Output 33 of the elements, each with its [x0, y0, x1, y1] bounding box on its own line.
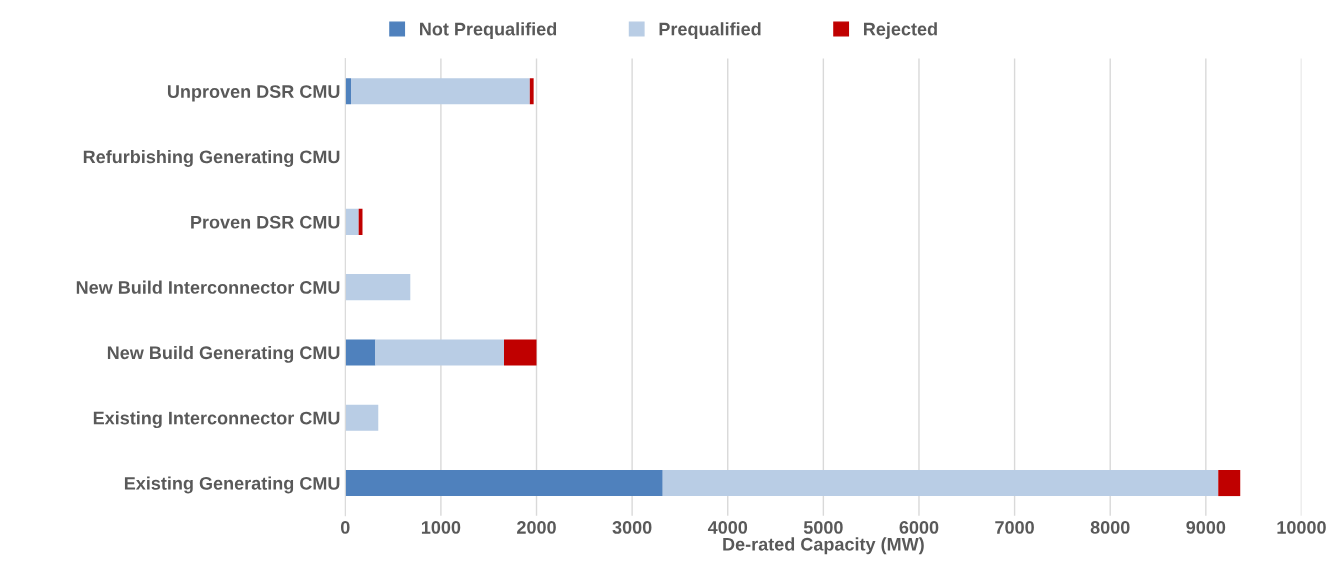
x-tick-label: 0 — [340, 521, 350, 534]
bar — [529, 78, 534, 105]
bar — [1218, 469, 1241, 497]
y-tick-label: Refurbishing Generating CMU — [83, 150, 340, 167]
x-tick-label: 9000 — [1186, 521, 1226, 534]
x-tick-label: 10000 — [1277, 521, 1326, 534]
bar — [345, 274, 411, 301]
x-tick-label: 2000 — [517, 521, 556, 534]
legend-label: Not Prequalified — [420, 22, 557, 40]
bar — [345, 404, 379, 431]
x-axis-title: De-rated Capacity (MW) — [723, 537, 924, 555]
bar — [345, 208, 359, 235]
x-tick-label: 3000 — [612, 521, 652, 534]
y-tick-label: Existing Interconnector CMU — [93, 411, 340, 429]
x-tick-label: 8000 — [1090, 521, 1130, 534]
x-tick-label: 6000 — [899, 521, 939, 534]
x-tick-label: 4000 — [707, 521, 748, 534]
bar — [345, 339, 376, 366]
y-tick-label: Proven DSR CMU — [191, 215, 340, 229]
x-tick-label: 1000 — [421, 521, 461, 534]
y-tick-label: Unproven DSR CMU — [167, 85, 340, 102]
bar — [662, 469, 1219, 497]
legend-label: Prequalified — [659, 22, 761, 40]
y-tick-label: New Build Interconnector CMU — [76, 280, 340, 294]
x-tick-label: 7000 — [995, 521, 1034, 534]
bar — [504, 339, 537, 366]
y-tick-label: Existing Generating CMU — [124, 476, 340, 494]
bar — [375, 339, 504, 366]
x-tick-label: 5000 — [803, 521, 843, 534]
bar — [351, 78, 530, 105]
bar — [345, 469, 663, 497]
legend-label: Rejected — [864, 22, 937, 40]
y-tick-label: New Build Generating CMU — [107, 345, 340, 363]
